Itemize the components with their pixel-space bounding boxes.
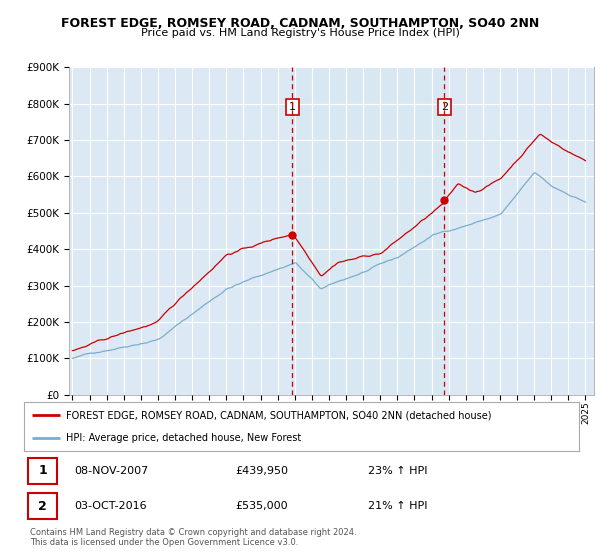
Text: 08-NOV-2007: 08-NOV-2007 bbox=[74, 466, 148, 476]
Text: Contains HM Land Registry data © Crown copyright and database right 2024.: Contains HM Land Registry data © Crown c… bbox=[30, 528, 356, 536]
FancyBboxPatch shape bbox=[28, 458, 58, 484]
Text: 23% ↑ HPI: 23% ↑ HPI bbox=[368, 466, 428, 476]
Text: FOREST EDGE, ROMSEY ROAD, CADNAM, SOUTHAMPTON, SO40 2NN: FOREST EDGE, ROMSEY ROAD, CADNAM, SOUTHA… bbox=[61, 17, 539, 30]
Text: 1: 1 bbox=[38, 464, 47, 478]
Bar bbox=[292, 67, 445, 395]
FancyBboxPatch shape bbox=[28, 493, 58, 519]
Text: 03-OCT-2016: 03-OCT-2016 bbox=[74, 501, 146, 511]
Text: 2: 2 bbox=[441, 102, 448, 112]
Text: £439,950: £439,950 bbox=[235, 466, 288, 476]
Text: This data is licensed under the Open Government Licence v3.0.: This data is licensed under the Open Gov… bbox=[30, 538, 298, 547]
Text: £535,000: £535,000 bbox=[235, 501, 287, 511]
Text: 21% ↑ HPI: 21% ↑ HPI bbox=[368, 501, 428, 511]
Text: 2: 2 bbox=[38, 500, 47, 513]
Text: HPI: Average price, detached house, New Forest: HPI: Average price, detached house, New … bbox=[65, 433, 301, 444]
Text: Price paid vs. HM Land Registry's House Price Index (HPI): Price paid vs. HM Land Registry's House … bbox=[140, 28, 460, 38]
Text: 1: 1 bbox=[289, 102, 296, 112]
Text: FOREST EDGE, ROMSEY ROAD, CADNAM, SOUTHAMPTON, SO40 2NN (detached house): FOREST EDGE, ROMSEY ROAD, CADNAM, SOUTHA… bbox=[65, 410, 491, 421]
